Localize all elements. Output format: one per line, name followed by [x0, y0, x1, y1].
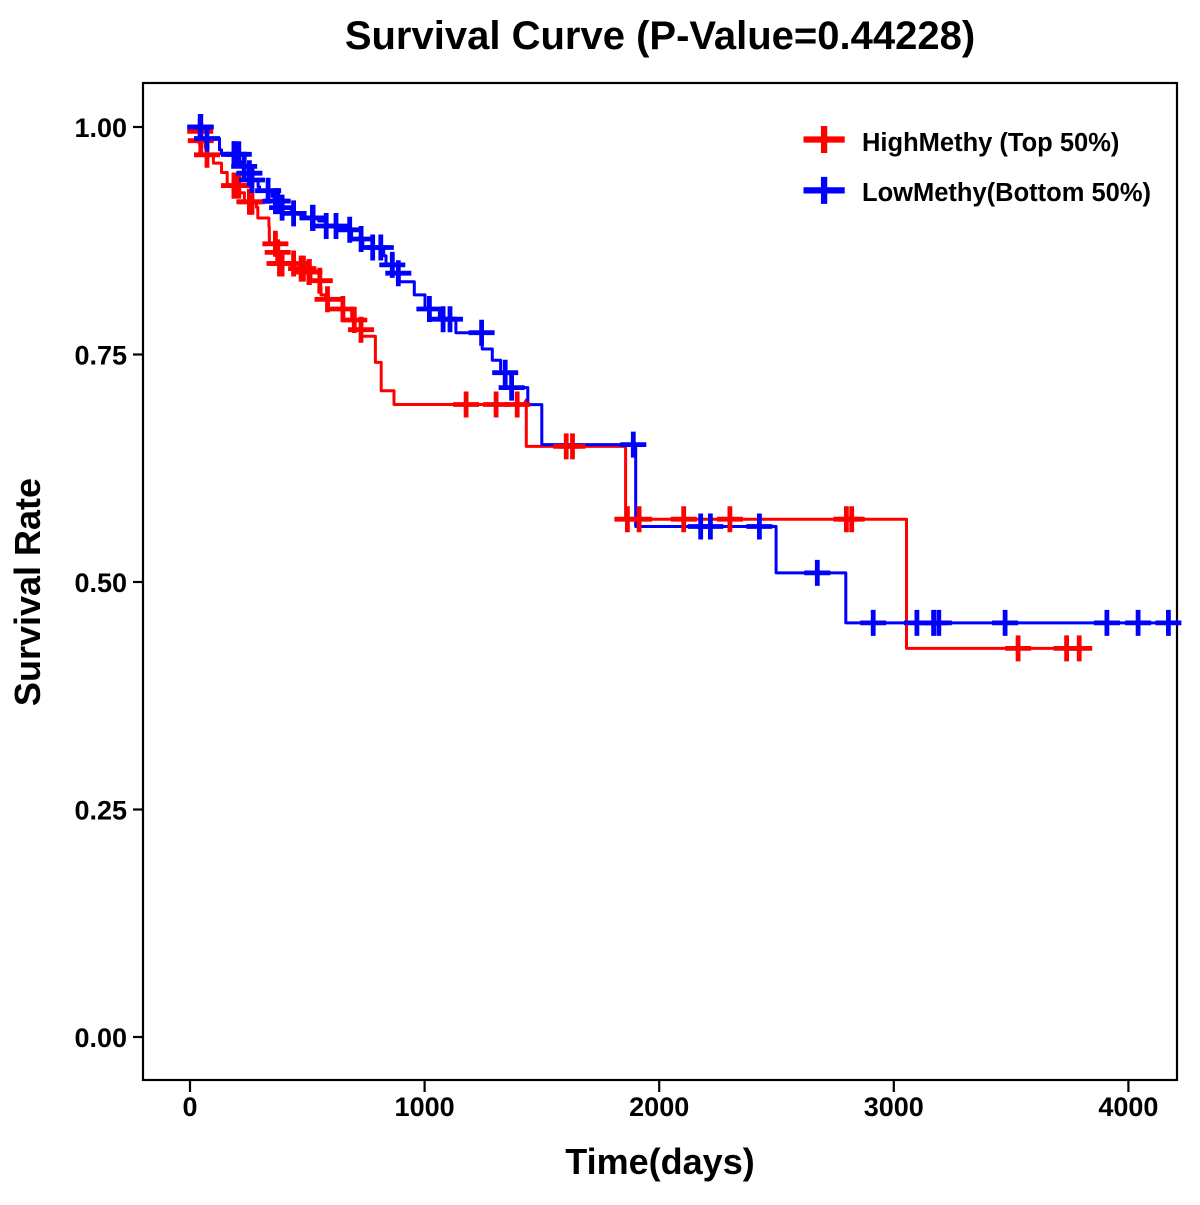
svg-text:HighMethy (Top 50%): HighMethy (Top 50%)	[862, 129, 1119, 157]
svg-text:Time(days): Time(days)	[565, 1141, 754, 1182]
svg-text:1.00: 1.00	[74, 113, 127, 143]
svg-text:0.50: 0.50	[74, 568, 127, 598]
svg-text:1000: 1000	[395, 1092, 455, 1122]
svg-text:0.75: 0.75	[74, 341, 127, 371]
svg-text:Survival Curve (P-Value=0.4422: Survival Curve (P-Value=0.44228)	[345, 14, 975, 58]
svg-text:2000: 2000	[629, 1092, 689, 1122]
svg-text:Survival Rate: Survival Rate	[7, 478, 48, 706]
svg-text:3000: 3000	[864, 1092, 924, 1122]
svg-text:0.00: 0.00	[74, 1023, 127, 1053]
svg-text:LowMethy(Bottom 50%): LowMethy(Bottom 50%)	[862, 179, 1151, 207]
svg-text:4000: 4000	[1098, 1092, 1158, 1122]
svg-text:0: 0	[182, 1092, 197, 1122]
svg-text:0.25: 0.25	[74, 796, 127, 826]
